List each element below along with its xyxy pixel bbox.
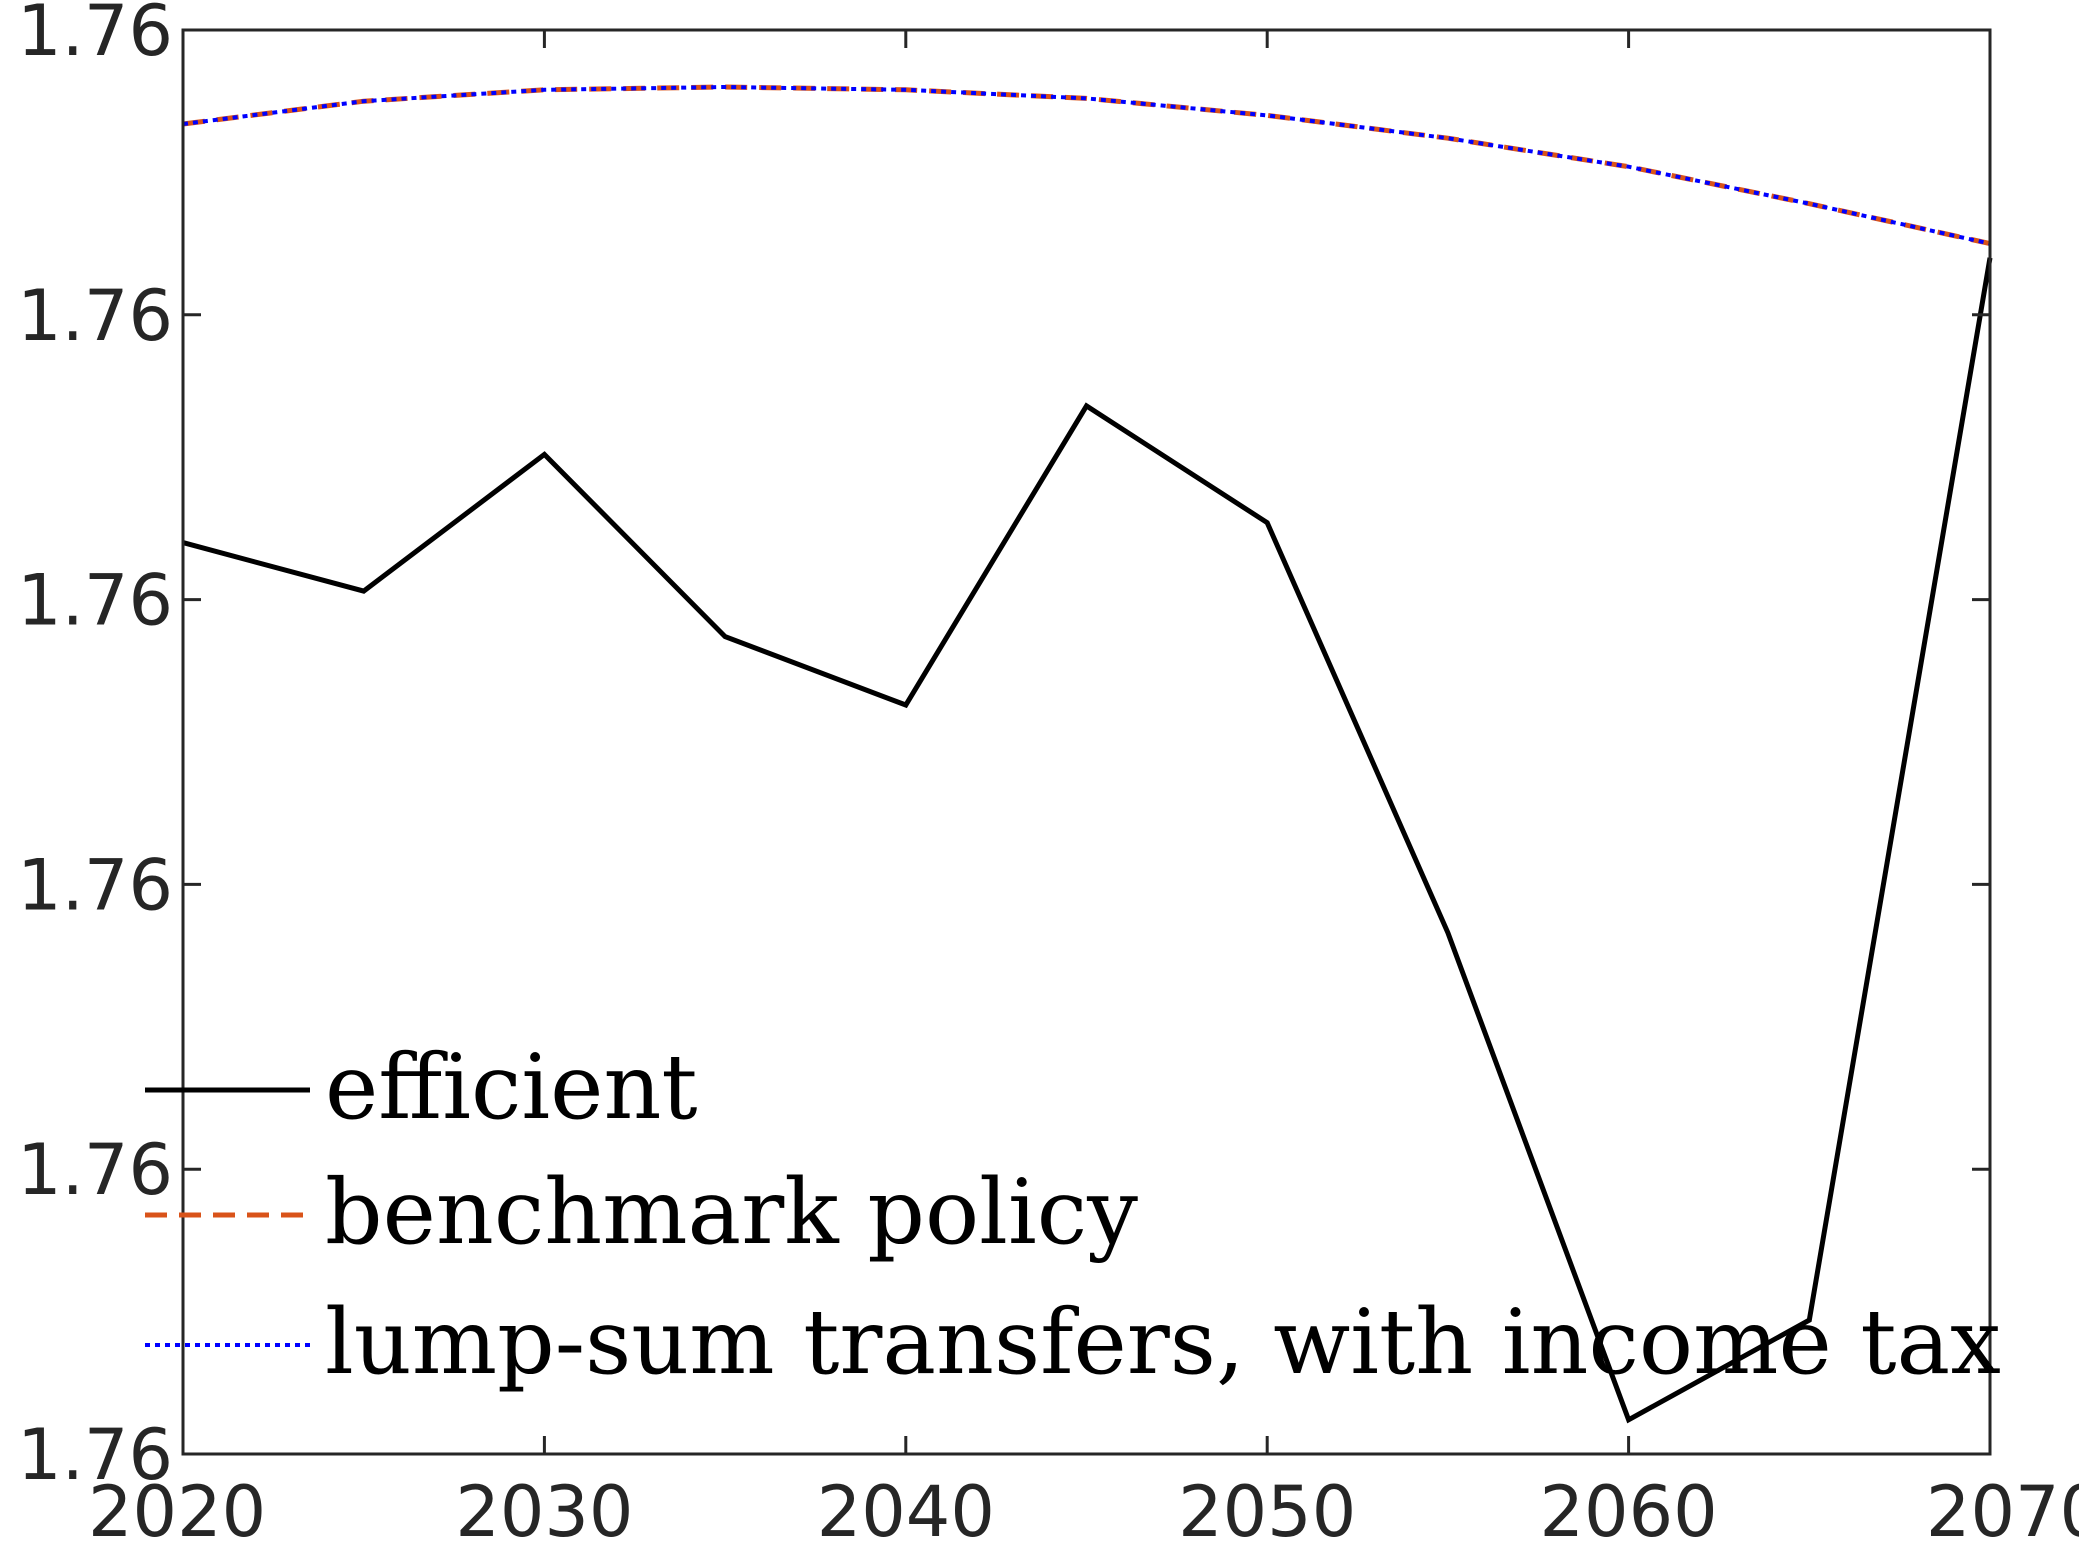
series-line-0 <box>182 257 1993 1424</box>
y-tick-label: 1.76 <box>17 0 173 72</box>
x-tick-label: 2040 <box>817 1471 995 1553</box>
axes: 2020 2030 2040 2050 2060 2070 1.76 1.76 1.76 1.76… <box>17 0 2079 1553</box>
y-tick-label: 1.76 <box>17 1129 173 1211</box>
x-tick-label: 2060 <box>1540 1471 1718 1553</box>
y-tick-label: 1.76 <box>17 275 173 357</box>
plot-area <box>182 84 1993 1424</box>
axes-box <box>181 28 1992 1456</box>
series-line-2 <box>182 84 1991 246</box>
legend-label-1: benchmark policy <box>325 1160 1138 1265</box>
x-tick-label: 2050 <box>1178 1471 1356 1553</box>
y-tick-label: 1.76 <box>17 560 173 642</box>
legend-label-2: lump-sum transfers, with income tax <box>325 1290 2001 1395</box>
y-tick-label: 1.76 <box>17 844 173 926</box>
y-tick-label: 1.76 <box>17 1414 173 1496</box>
x-tick-label: 2030 <box>455 1471 633 1553</box>
legend: efficient benchmark policy lump-sum transf… <box>145 1035 2001 1395</box>
x-tick-label: 2020 <box>88 1471 266 1553</box>
legend-label-0: efficient <box>325 1035 698 1140</box>
x-tick-label: 2070 <box>1926 1471 2079 1553</box>
